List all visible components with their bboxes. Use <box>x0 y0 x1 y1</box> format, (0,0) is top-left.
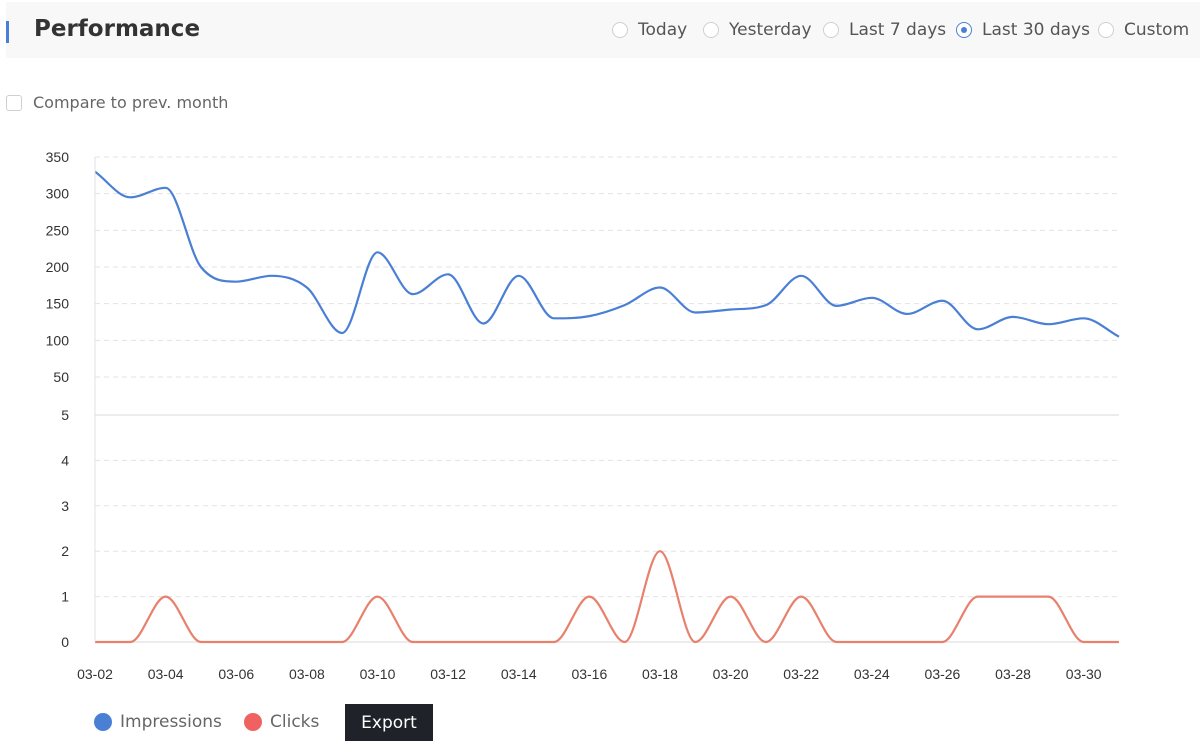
legend-label: Impressions <box>120 712 222 732</box>
y-tick-label: 2 <box>61 543 69 559</box>
x-tick-label: 03-28 <box>995 666 1031 682</box>
x-tick-label: 03-10 <box>360 666 396 682</box>
range-today[interactable]: Today <box>612 2 687 58</box>
compare-label: Compare to prev. month <box>33 93 229 112</box>
export-button[interactable]: Export <box>345 704 433 741</box>
x-tick-label: 03-22 <box>783 666 819 682</box>
x-tick-label: 03-24 <box>854 666 890 682</box>
title-accent-bar <box>6 21 9 43</box>
legend-impressions[interactable]: Impressions <box>94 712 222 732</box>
x-tick-label: 03-08 <box>289 666 325 682</box>
compare-checkbox[interactable] <box>6 94 22 111</box>
range-label: Last 7 days <box>849 20 947 40</box>
y-tick-label: 250 <box>46 222 70 238</box>
radio-last-30-days[interactable] <box>956 22 972 38</box>
x-tick-label: 03-18 <box>642 666 678 682</box>
range-label: Custom <box>1124 20 1190 40</box>
radio-today[interactable] <box>612 22 628 38</box>
range-last-30-days[interactable]: Last 30 days <box>956 2 1090 58</box>
range-custom[interactable]: Custom <box>1098 2 1189 58</box>
legend-dot-impressions <box>94 713 112 731</box>
x-tick-label: 03-06 <box>218 666 254 682</box>
x-tick-label: 03-02 <box>77 666 113 682</box>
y-tick-label: 4 <box>61 452 69 468</box>
radio-custom[interactable] <box>1098 22 1114 38</box>
y-tick-label: 300 <box>46 186 70 202</box>
y-tick-label: 200 <box>46 259 70 275</box>
y-tick-label: 5 <box>61 407 69 423</box>
range-label: Today <box>638 20 688 40</box>
legend-dot-clicks <box>244 713 262 731</box>
legend-clicks[interactable]: Clicks <box>244 712 319 732</box>
performance-chart: 350 300 250 200 150 100 50 5 4 3 2 1 0 03-02 03-04 03-0… <box>46 149 1120 682</box>
x-tick-label: 03-04 <box>148 666 184 682</box>
radio-last-7-days[interactable] <box>823 22 839 38</box>
x-tick-label: 03-12 <box>430 666 466 682</box>
y-tick-label: 350 <box>46 149 70 165</box>
y-tick-label: 3 <box>61 498 69 514</box>
page-title: Performance <box>34 16 201 42</box>
x-tick-label: 03-14 <box>501 666 537 682</box>
x-tick-label: 03-26 <box>925 666 961 682</box>
y-tick-label: 50 <box>53 369 69 385</box>
legend-label: Clicks <box>270 712 320 732</box>
y-tick-label: 150 <box>46 296 70 312</box>
x-tick-label: 03-30 <box>1066 666 1102 682</box>
y-tick-label: 1 <box>61 589 69 605</box>
series-line-clicks <box>94 550 1119 644</box>
x-tick-label: 03-20 <box>713 666 749 682</box>
range-last-7-days[interactable]: Last 7 days <box>823 2 946 58</box>
series-line-impressions <box>94 170 1120 338</box>
range-yesterday[interactable]: Yesterday <box>703 2 812 58</box>
range-label: Last 30 days <box>982 20 1090 40</box>
x-tick-label: 03-16 <box>571 666 607 682</box>
range-label: Yesterday <box>729 20 812 40</box>
y-tick-label: 100 <box>46 332 70 348</box>
compare-toggle[interactable]: Compare to prev. month <box>6 93 228 112</box>
radio-yesterday[interactable] <box>703 22 719 38</box>
y-tick-label: 0 <box>61 634 69 650</box>
performance-header: Performance Today Yesterday Last 7 days … <box>6 2 1200 58</box>
